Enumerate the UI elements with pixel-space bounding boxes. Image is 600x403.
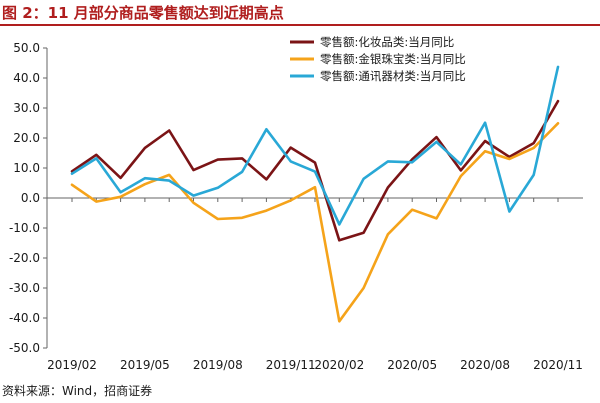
y-tick-label: 40.0 [13,71,40,85]
title-divider [0,24,600,26]
y-tick-label: 0.0 [21,191,40,205]
y-tick-label: -10.0 [9,221,40,235]
figure-title: 图 2：11 月部分商品零售额达到近期高点 [2,4,284,22]
x-tick-label: 2020/11 [533,358,583,372]
legend-label-2: 零售额:金银珠宝类:当月同比 [320,52,466,66]
axes: -50.0 -40.0 -30.0 -20.0 -10.0 0.0 10.0 20.0 30.0… [9,41,583,372]
legend-label-1: 零售额:化妆品类:当月同比 [320,35,454,49]
y-tick-label: -50.0 [9,341,40,355]
series-lines [70,65,560,323]
x-tick-label: 2019/02 [47,358,97,372]
x-tick-label: 2020/02 [314,358,364,372]
y-tick-label: 20.0 [13,131,40,145]
x-tick-label: 2020/05 [387,358,437,372]
series-line-2 [70,122,560,323]
legend: 零售额:化妆品类:当月同比零售额:金银珠宝类:当月同比零售额:通讯器材类:当月同… [290,35,466,83]
series-line-3 [70,65,560,226]
x-tick-label: 2019/05 [120,358,170,372]
x-tick-label: 2019/11 [266,358,316,372]
y-tick-label: -40.0 [9,311,40,325]
x-tick-label: 2020/08 [460,358,510,372]
y-tick-label: -20.0 [9,251,40,265]
y-tick-label: 30.0 [13,101,40,115]
y-tick-label: -30.0 [9,281,40,295]
series-line-1 [70,99,560,242]
x-tick-label: 2019/08 [193,358,243,372]
y-tick-label: 50.0 [13,41,40,55]
y-tick-label: 10.0 [13,161,40,175]
legend-label-3: 零售额:通讯器材类:当月同比 [320,69,466,83]
source-note: 资料来源：Wind，招商证券 [2,384,153,398]
